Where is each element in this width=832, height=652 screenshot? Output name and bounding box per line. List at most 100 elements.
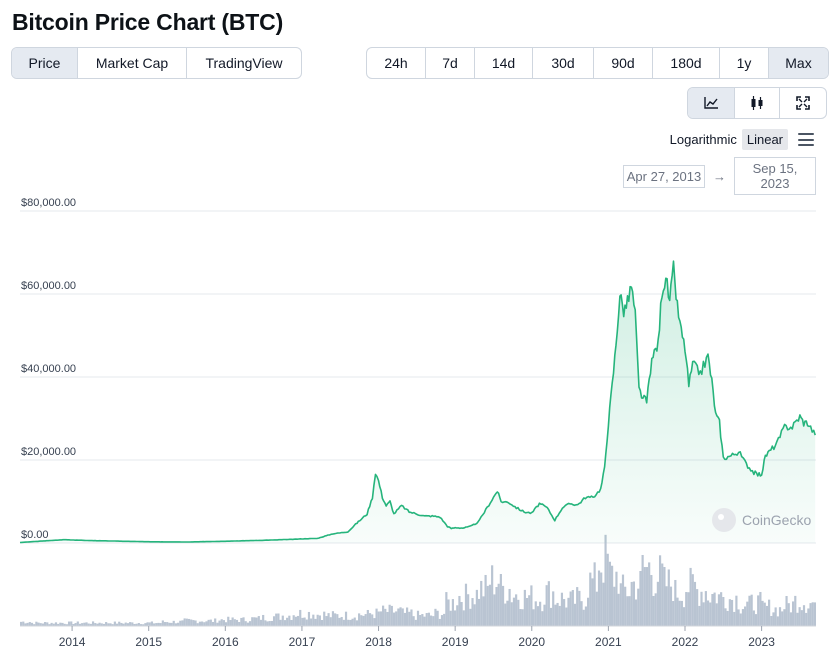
range-7d-button[interactable]: 7d [426,48,475,78]
volume-bar [458,595,461,626]
volume-bar [94,623,97,626]
volume-bar [379,611,383,626]
volume-bar [168,622,171,626]
volume-bar [423,616,426,626]
range-14d-button[interactable]: 14d [475,48,533,78]
volume-bar [497,583,500,626]
volume-bar [748,595,751,626]
volume-bar [59,622,62,626]
scale-selector: Logarithmic Linear [665,129,814,150]
volume-bar [353,617,356,626]
watermark-text: CoinGecko [742,512,811,528]
volume-bar [290,619,293,626]
volume-bar [419,614,422,626]
volume-bar [477,598,481,626]
volume-bar [689,567,692,626]
volume-bar [600,572,603,626]
volume-bar [244,621,247,626]
range-180d-button[interactable]: 180d [653,48,720,78]
range-max-button[interactable]: Max [769,48,828,78]
x-tick-label: 2016 [212,635,239,649]
volume-bar [807,608,810,626]
volume-bar [678,600,681,626]
volume-bar [429,615,433,626]
volume-bar [403,612,407,626]
volume-bar [105,622,108,626]
candlestick-button[interactable] [735,88,780,118]
logarithmic-scale-option[interactable]: Logarithmic [669,132,737,147]
volume-bar [368,613,372,626]
volume-bar [416,610,420,626]
linear-scale-option[interactable]: Linear [741,129,788,150]
volume-bar [796,612,799,626]
volume-bar [453,610,457,626]
fullscreen-button[interactable] [780,88,826,118]
volume-bar [316,614,319,626]
volume-bar [654,593,657,626]
expand-icon [796,96,810,110]
volume-bar [541,611,544,626]
volume-bar [621,574,625,626]
volume-bar [685,592,688,626]
volume-bar [438,618,441,626]
volume-bar [102,623,106,626]
volume-bar [521,609,524,626]
volume-bar [763,602,766,626]
volume-bar [301,617,304,626]
tab-market-cap[interactable]: Market Cap [78,48,187,78]
volume-bar [759,591,762,626]
tab-tradingview[interactable]: TradingView [205,55,283,71]
volume-bar [774,607,777,626]
volume-bar [451,599,454,626]
volume-bar [504,603,507,626]
volume-bar [43,622,47,626]
volume-bar [672,601,675,626]
volume-bar [704,591,707,626]
range-24h-button[interactable]: 24h [367,48,426,78]
date-from-input[interactable]: Apr 27, 2013 [623,164,705,188]
volume-bar [35,621,38,626]
volume-bar [131,622,134,626]
volume-bar [462,610,465,626]
volume-bar [360,615,363,626]
volume-bar [382,605,385,626]
volume-bar [582,609,585,626]
x-tick-label: 2015 [135,635,162,649]
range-30d-button[interactable]: 30d [533,48,594,78]
volume-bar [560,592,564,626]
volume-bar [41,623,44,626]
volume-bar [608,561,612,626]
menu-icon[interactable] [798,133,814,146]
chart-type-tabs: Price Market Cap TradingView [11,47,302,79]
volume-bar [157,622,160,626]
volume-bar [715,603,718,626]
volume-bar [229,620,232,626]
volume-bar [650,575,653,626]
volume-bar [805,612,808,626]
volume-bar [549,607,553,626]
volume-bar [486,585,489,626]
price-line[interactable] [19,260,816,544]
x-tick-label: 2023 [748,635,775,649]
volume-bar [674,579,677,626]
volume-bar [203,622,206,626]
tab-price[interactable]: Price [12,48,78,78]
range-1y-button[interactable]: 1y [720,48,769,78]
volume-bar [120,622,123,626]
volume-bar [733,611,736,626]
volume-bar [155,623,158,626]
volume-bar [776,616,779,626]
volume-bar [778,607,782,626]
volume-bar [323,611,326,626]
range-90d-button[interactable]: 90d [594,48,653,78]
time-range-selector: 24h 7d 14d 30d 90d 180d 1y Max [366,47,829,79]
date-to-input[interactable]: Sep 15, 2023 [734,157,816,195]
volume-bar [325,616,328,626]
volume-bar [220,619,223,626]
volume-bar [506,600,509,626]
volume-bar [794,595,797,626]
line-chart-button[interactable] [688,88,735,118]
volume-bar [96,623,99,626]
volume-bar [628,596,631,626]
